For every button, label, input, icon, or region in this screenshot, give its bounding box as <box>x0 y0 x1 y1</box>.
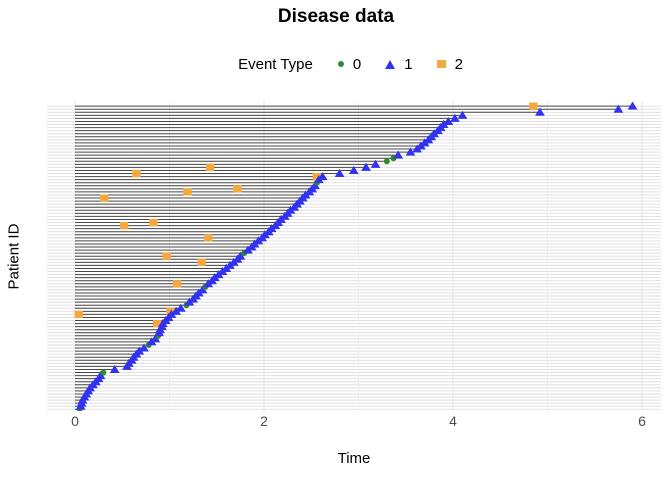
event-marker-triangle <box>348 165 359 174</box>
event-marker-triangle <box>443 116 454 125</box>
event-marker-square <box>197 258 206 266</box>
legend-item-1: 1 <box>378 56 419 73</box>
event-marker-triangle <box>197 285 208 294</box>
event-marker-triangle <box>438 119 449 129</box>
event-marker-square <box>132 169 141 178</box>
event-marker-triangle <box>134 346 145 355</box>
legend-title: Event Type <box>238 55 313 73</box>
event-marker-square <box>312 172 322 181</box>
event-marker-square <box>153 319 162 328</box>
y-axis-title: Patient ID <box>5 223 23 290</box>
event-marker-square <box>149 218 158 227</box>
event-marker-square <box>162 252 171 260</box>
event-marker-triangle <box>457 110 468 119</box>
event-marker-triangle <box>449 113 460 122</box>
event-marker-triangle <box>613 104 624 113</box>
event-marker-triangle <box>95 371 106 380</box>
event-marker-square <box>529 102 538 110</box>
event-marker-square <box>172 280 182 288</box>
x-tick-label: 2 <box>260 413 268 429</box>
square-marker-icon <box>436 60 446 68</box>
event-marker-triangle <box>171 306 182 315</box>
event-marker-triangle <box>627 101 638 110</box>
x-tick-label: 6 <box>638 413 646 429</box>
event-marker-triangle <box>334 168 345 178</box>
event-marker-triangle <box>317 171 328 181</box>
x-axis-title: Time <box>337 450 371 467</box>
event-marker-triangle <box>361 162 371 171</box>
chart-title: Disease data <box>277 6 395 27</box>
event-marker-triangle <box>310 181 320 190</box>
event-marker-square <box>183 188 192 196</box>
event-marker-square <box>166 307 175 315</box>
event-marker-square <box>204 234 213 242</box>
event-marker-square <box>119 221 129 230</box>
legend-label-0: 0 <box>352 55 362 73</box>
event-marker-square <box>205 163 215 172</box>
event-marker-square <box>233 185 242 193</box>
event-marker-triangle <box>166 309 177 318</box>
event-marker-triangle <box>535 107 545 116</box>
event-marker-circle <box>383 158 390 165</box>
legend-item-2: 2 <box>430 56 470 73</box>
event-marker-triangle <box>370 159 381 168</box>
legend: Event Type 0 1 2 <box>47 52 661 76</box>
legend-item-0: 0 <box>331 56 368 73</box>
event-marker-circle <box>100 369 107 376</box>
x-tick-label: 4 <box>449 413 457 429</box>
event-marker-triangle <box>150 334 161 343</box>
legend-label-2: 2 <box>454 55 463 73</box>
triangle-marker-icon <box>385 59 396 69</box>
event-marker-square <box>100 194 109 202</box>
legend-label-1: 1 <box>404 55 413 73</box>
event-marker-triangle <box>405 147 416 156</box>
circle-marker-icon <box>337 61 344 67</box>
event-marker-triangle <box>109 364 120 373</box>
plot-panel <box>47 101 661 411</box>
event-marker-triangle <box>139 343 149 352</box>
x-tick-label: 0 <box>71 413 79 429</box>
event-marker-triangle <box>175 303 186 312</box>
event-marker-triangle <box>393 150 404 159</box>
event-marker-square <box>74 310 83 318</box>
event-marker-triangle <box>235 251 246 260</box>
